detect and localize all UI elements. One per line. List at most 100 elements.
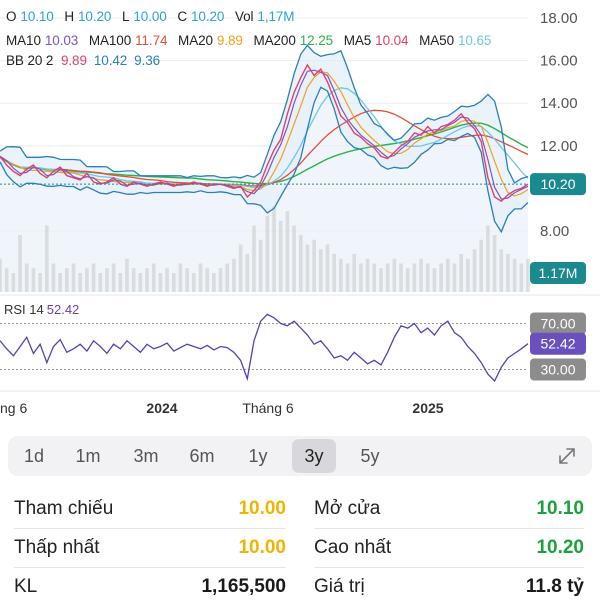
volume-bar	[51, 263, 56, 292]
volume-bar	[71, 263, 76, 292]
volume-bar	[466, 258, 470, 292]
volume-bar	[492, 235, 497, 292]
high-price-label: Cao nhất	[314, 537, 392, 558]
volume-bar	[292, 225, 296, 292]
volume-bar	[125, 258, 129, 292]
open-label: O	[6, 9, 17, 24]
volume-bar	[325, 244, 330, 292]
volume-bar	[91, 263, 96, 292]
bb-label: BB 20 2	[6, 53, 54, 68]
volume-bar	[252, 225, 256, 292]
high-label: H	[64, 9, 75, 24]
rsi-line	[0, 313, 529, 383]
tab-3m[interactable]: 3m	[133, 446, 159, 466]
volume-bar	[225, 263, 230, 292]
stat-trade-value: Giá trị 11.8 tỷ	[314, 576, 584, 600]
volume-bar	[105, 268, 109, 292]
ma50-label: MA50	[419, 33, 454, 48]
ma100-label: MA100	[88, 33, 132, 48]
volume-bar	[258, 239, 263, 292]
volume-bar	[4, 268, 9, 292]
stat-high: Cao nhất 10.20	[314, 537, 584, 565]
volume-bar	[205, 268, 210, 292]
divider	[314, 528, 584, 529]
volume-bar	[345, 263, 350, 292]
ma100-value: 11.74	[135, 33, 168, 48]
tab-1d[interactable]: 1d	[23, 446, 45, 466]
range-tabs: 1d 1m 3m 6m 1y 3y 5y	[8, 436, 592, 476]
tab-5y[interactable]: 5y	[360, 446, 380, 466]
stat-volume: KL 1,165,500	[14, 576, 286, 600]
rsi-value-badge-label: 52.42	[540, 336, 575, 352]
x-axis-label: ng 6	[0, 400, 27, 416]
volume-bar	[178, 263, 183, 292]
tab-6m[interactable]: 6m	[189, 446, 215, 466]
x-axis-label: 2024	[146, 400, 177, 416]
stock-chart[interactable]: 18.00 16.00 14.00 12.00 10.00 8.00 10.20 1.17M 7…	[0, 0, 600, 430]
volume-bar	[198, 263, 203, 292]
price-tick-label: 16.00	[540, 53, 578, 70]
volume-bar	[212, 273, 216, 292]
volume-bar	[11, 273, 16, 292]
volume-bar	[412, 263, 417, 292]
volume-bar	[58, 273, 62, 292]
tab-1m[interactable]: 1m	[75, 446, 101, 466]
expand-icon[interactable]	[556, 445, 578, 467]
volume-label: KL	[14, 576, 38, 597]
volume-bar	[265, 216, 270, 292]
volume-bar	[499, 249, 504, 292]
volume-bar	[65, 268, 69, 292]
volume-bar	[318, 249, 323, 292]
reference-value: 10.00	[238, 498, 286, 519]
volume-bar	[506, 254, 510, 292]
x-axis-label: Tháng 6	[242, 400, 294, 416]
volume-bar	[171, 273, 176, 292]
ohlc-readout: O 10.10 H 10.20 L 10.00 C 10.20 Vol 1,17M	[6, 9, 301, 24]
rsi-readout: RSI 14 52.42	[4, 302, 79, 317]
volume-bar	[486, 225, 490, 292]
volume-bar	[111, 263, 116, 292]
rsi-level-badge	[530, 312, 586, 335]
last-price-label: 10.20	[540, 176, 575, 192]
volume-bar	[245, 254, 250, 292]
divider	[314, 567, 584, 568]
volume-bar	[439, 263, 443, 292]
volume-bar	[379, 268, 383, 292]
price-tick-label: 8.00	[540, 223, 569, 240]
volume-bar	[399, 263, 403, 292]
bb-upper-line	[0, 44, 529, 184]
volume-bar	[472, 249, 477, 292]
volume-bar	[98, 273, 103, 292]
close-value: 10.20	[191, 9, 225, 24]
volume-bar	[131, 268, 136, 292]
low-label: L	[121, 9, 130, 24]
stat-open: Mở cửa 10.10	[314, 498, 584, 526]
volume-badge	[530, 262, 586, 284]
volume-bar	[165, 268, 169, 292]
tab-3y[interactable]: 3y	[292, 439, 336, 473]
ma5-value: 10.04	[375, 33, 409, 48]
divider	[14, 567, 286, 568]
volume-bar	[365, 258, 370, 292]
vol-value: 1,17M	[257, 9, 295, 24]
reference-label: Tham chiếu	[14, 498, 114, 519]
volume-bar	[78, 273, 83, 292]
rsi-value-badge	[530, 332, 586, 355]
volume-bar	[85, 268, 89, 292]
volume-bar	[185, 268, 189, 292]
volume-badge-label: 1.17M	[539, 265, 578, 281]
rsi-name: RSI 14	[4, 302, 44, 317]
stat-low: Thấp nhất 10.00	[14, 537, 286, 565]
volume-bar	[359, 263, 363, 292]
stat-reference: Tham chiếu 10.00	[14, 498, 286, 526]
volume-bar	[158, 273, 163, 292]
tab-1y[interactable]: 1y	[248, 446, 268, 466]
volume-bar	[118, 273, 123, 292]
ma100-line	[0, 109, 529, 187]
volume-bar	[192, 273, 196, 292]
volume-bar	[298, 235, 303, 292]
price-tick-label: 12.00	[540, 138, 578, 155]
volume-bar	[452, 263, 457, 292]
volume-bar	[278, 220, 283, 292]
low-label: Thấp nhất	[14, 537, 100, 558]
